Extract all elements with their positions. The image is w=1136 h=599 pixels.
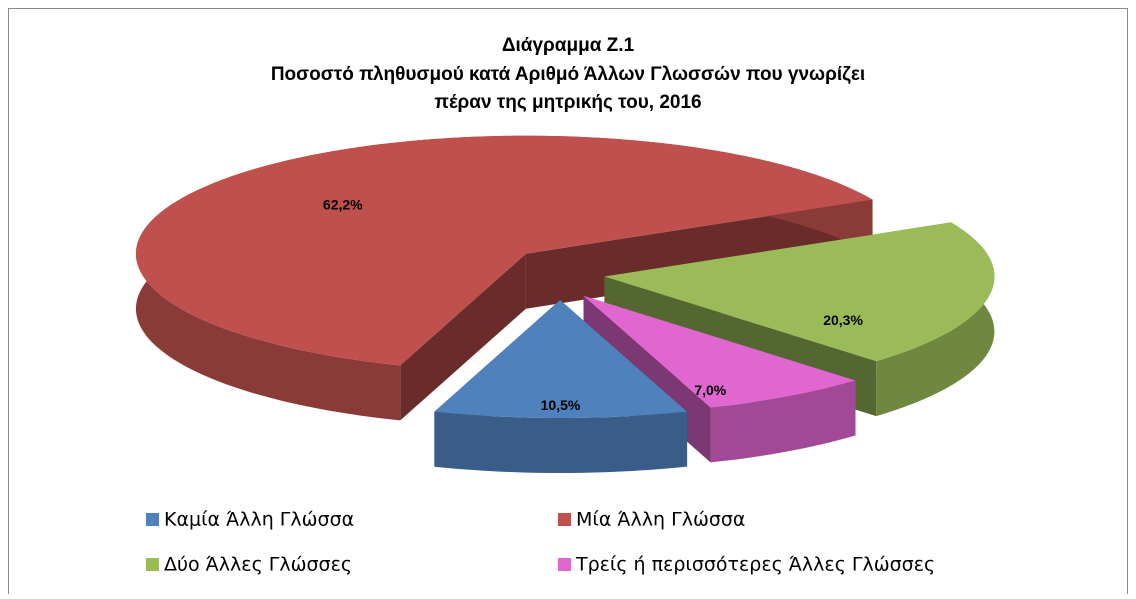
chart-title: Διάγραμμα Ζ.1 xyxy=(502,35,635,56)
data-label: 20,3% xyxy=(823,312,863,328)
slice-top xyxy=(604,222,995,362)
legend-label: Τρείς ή περισσότερες Άλλες Γλώσσες xyxy=(575,554,935,576)
slice-wall xyxy=(710,380,856,463)
legend-swatch xyxy=(558,558,571,571)
slice-wall xyxy=(434,411,688,473)
chart-title: πέραν της μητρικής του, 2016 xyxy=(434,92,701,113)
legend-label: Μία Άλλη Γλώσσα xyxy=(576,509,745,531)
chart-frame xyxy=(8,8,1128,594)
data-label: 10,5% xyxy=(541,397,581,413)
legend-swatch xyxy=(146,513,159,526)
pie-slice: 20,3% xyxy=(604,222,995,417)
legend-swatch xyxy=(558,513,571,526)
legend-label: Δύο Άλλες Γλώσσες xyxy=(164,554,352,576)
slice-side xyxy=(400,253,526,421)
chart-title: Ποσοστό πληθυσμού κατά Αριθμό Άλλων Γλωσ… xyxy=(271,64,865,85)
slice-top xyxy=(434,299,688,418)
legend-label: Καμία Άλλη Γλώσσα xyxy=(164,509,354,531)
pie-slice: 62,2% xyxy=(135,135,873,421)
slice-top xyxy=(135,135,873,366)
data-label: 62,2% xyxy=(323,197,363,213)
data-label: 7,0% xyxy=(694,382,726,398)
slice-top xyxy=(583,295,856,408)
pie-slice: 10,5% xyxy=(434,299,688,473)
legend-swatch xyxy=(146,558,159,571)
